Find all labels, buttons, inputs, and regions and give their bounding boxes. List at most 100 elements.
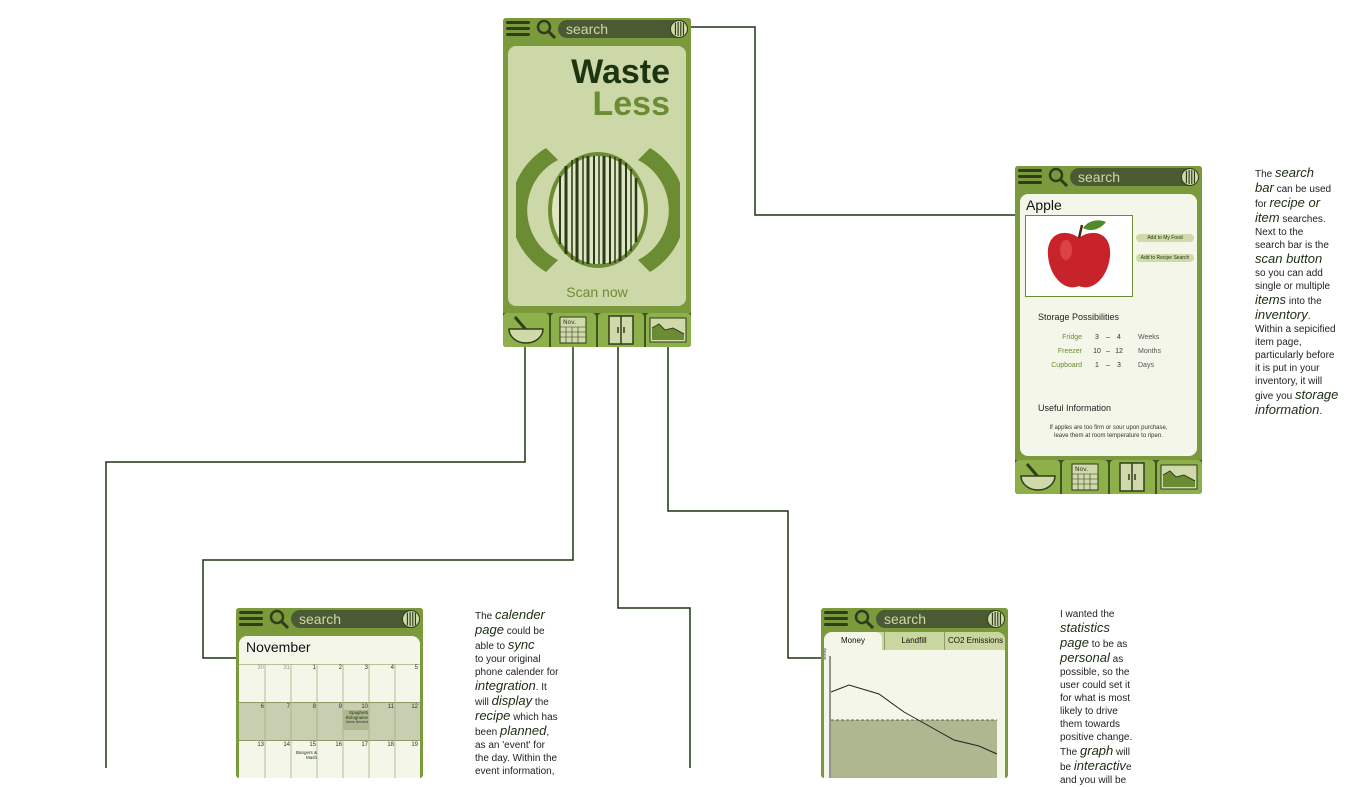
tab-statistics[interactable] (645, 313, 691, 347)
desc-text: positive change. (1060, 732, 1133, 743)
storage-unit: Days (1138, 362, 1154, 369)
scan-barcode-button[interactable] (516, 138, 680, 282)
connector-stats (667, 346, 822, 659)
storage-min: 3 (1095, 334, 1099, 341)
useful-info-text-2: leave them at room temperature to ripen. (1054, 433, 1163, 439)
calendar-day[interactable]: 18 (387, 742, 394, 748)
item-title: Apple (1026, 197, 1062, 213)
desc-text: inventory, it will (1255, 376, 1323, 387)
desc-text: likely to drive (1060, 706, 1118, 717)
desc-text: to be as (1088, 639, 1128, 650)
tab-calendar[interactable]: Nov. (1062, 460, 1108, 494)
add-to-my-food-button[interactable]: Add to My Food (1136, 234, 1194, 242)
calendar-day[interactable]: 12 (411, 704, 418, 710)
search-input[interactable]: search (558, 20, 688, 38)
calendar-icon-label: Nov. (1075, 466, 1088, 473)
barcode-scan-icon[interactable] (987, 610, 1005, 628)
storage-place: Fridge (1062, 334, 1082, 341)
calendar-week-row-highlight (239, 702, 420, 741)
connector-search-to-item (690, 26, 1016, 216)
calendar-day[interactable]: 13 (257, 742, 264, 748)
desc-emphasis: recipe (475, 708, 511, 723)
top-bar: search (503, 18, 691, 40)
mixing-bowl-icon (1019, 463, 1056, 491)
desc-emphasis: integration (475, 678, 536, 693)
storage-min: 10 (1093, 348, 1101, 355)
desc-text: been (475, 727, 501, 738)
menu-icon[interactable] (1018, 169, 1042, 185)
calendar-day[interactable]: 5 (414, 665, 418, 671)
stats-tab-landfill[interactable]: Landfill (884, 632, 943, 650)
calendar-day[interactable]: 1 (312, 665, 316, 671)
search-input[interactable]: search (876, 610, 1004, 628)
scan-now-label[interactable]: Scan now (566, 284, 628, 300)
calendar-day[interactable]: 17 (361, 742, 368, 748)
stats-tab-money[interactable]: Money (824, 632, 882, 650)
desc-text: which has (510, 712, 558, 723)
desc-text: and you will be (1060, 775, 1127, 786)
calendar-day[interactable]: 8 (312, 704, 316, 710)
desc-text: could be (503, 626, 545, 637)
statistics-screen: Money Landfill CO2 Emissions Money (824, 632, 1005, 778)
storage-dash: – (1106, 348, 1110, 355)
barcode-scan-icon[interactable] (670, 20, 688, 38)
tab-statistics[interactable] (1156, 460, 1202, 494)
add-to-recipe-search-button[interactable]: Add to Recipe Search (1136, 254, 1194, 262)
calendar-day[interactable]: 10 (361, 704, 368, 710)
desc-text: will (475, 697, 492, 708)
tab-recipes[interactable] (1015, 460, 1061, 494)
graph-icon (649, 317, 687, 343)
search-icon[interactable] (854, 609, 874, 629)
fridge-icon (608, 315, 634, 345)
tab-inventory[interactable] (598, 313, 644, 347)
barcode-scan-icon[interactable] (1181, 168, 1199, 186)
calendar-day[interactable]: 14 (283, 742, 290, 748)
calendar-day[interactable]: 2 (338, 665, 342, 671)
tab-calendar[interactable]: Nov. (550, 313, 596, 347)
desc-text: for what is most (1060, 693, 1131, 704)
description-calendar: The calender page could be able to sync … (475, 608, 567, 778)
calendar-day[interactable]: 4 (390, 665, 394, 671)
desc-emphasis: display (491, 693, 533, 708)
desc-text: them towards (1060, 719, 1121, 730)
calendar-day[interactable]: 9 (338, 704, 342, 710)
calendar-day[interactable]: 11 (387, 704, 394, 710)
calendar-day[interactable]: 16 (335, 742, 342, 748)
desc-emphasis: page (475, 622, 504, 637)
search-icon[interactable] (269, 609, 289, 629)
top-bar: search (1015, 166, 1202, 188)
calendar-icon-label: Nov. (563, 319, 576, 326)
mixing-bowl-icon (507, 316, 544, 344)
calendar-day[interactable]: 30 (257, 665, 264, 671)
search-input[interactable]: search (291, 610, 419, 628)
desc-text: single or multiple (1255, 281, 1331, 292)
calendar-event-spaghetti[interactable]: Spaghetti Bolognaise Items Needed (343, 710, 369, 730)
tab-recipes[interactable] (503, 313, 549, 347)
search-icon[interactable] (536, 19, 556, 39)
search-icon[interactable] (1048, 167, 1068, 187)
menu-icon[interactable] (824, 611, 848, 627)
calendar-day[interactable]: 6 (260, 704, 264, 710)
desc-text: the day. Within the (475, 753, 558, 764)
desc-text: item page, (1255, 337, 1302, 348)
barcode-scan-icon[interactable] (402, 610, 420, 628)
top-bar: search (821, 608, 1008, 630)
calendar-event-bangers[interactable]: Bangers & Mash (295, 750, 317, 760)
calendar-day[interactable]: 31 (283, 665, 290, 671)
tab-inventory[interactable] (1109, 460, 1155, 494)
stats-graph[interactable] (824, 650, 1005, 778)
useful-info-heading: Useful Information (1038, 403, 1112, 413)
desc-text: it is put in your (1255, 363, 1320, 374)
menu-icon[interactable] (239, 611, 263, 627)
description-search: The search bar can be used for recipe or… (1255, 166, 1363, 418)
calendar-day[interactable]: 19 (411, 742, 418, 748)
description-statistics: I wanted the statistics page to be as pe… (1060, 608, 1155, 787)
stats-tab-co2[interactable]: CO2 Emissions (944, 632, 1005, 650)
search-input[interactable]: search (1070, 168, 1198, 186)
calendar-day[interactable]: 15 (309, 742, 316, 748)
calendar-day[interactable]: 3 (364, 665, 368, 671)
calendar-day[interactable]: 7 (286, 704, 290, 710)
menu-icon[interactable] (506, 21, 530, 37)
desc-emphasis: search (1275, 165, 1315, 180)
event-note: Items Needed (346, 720, 368, 724)
